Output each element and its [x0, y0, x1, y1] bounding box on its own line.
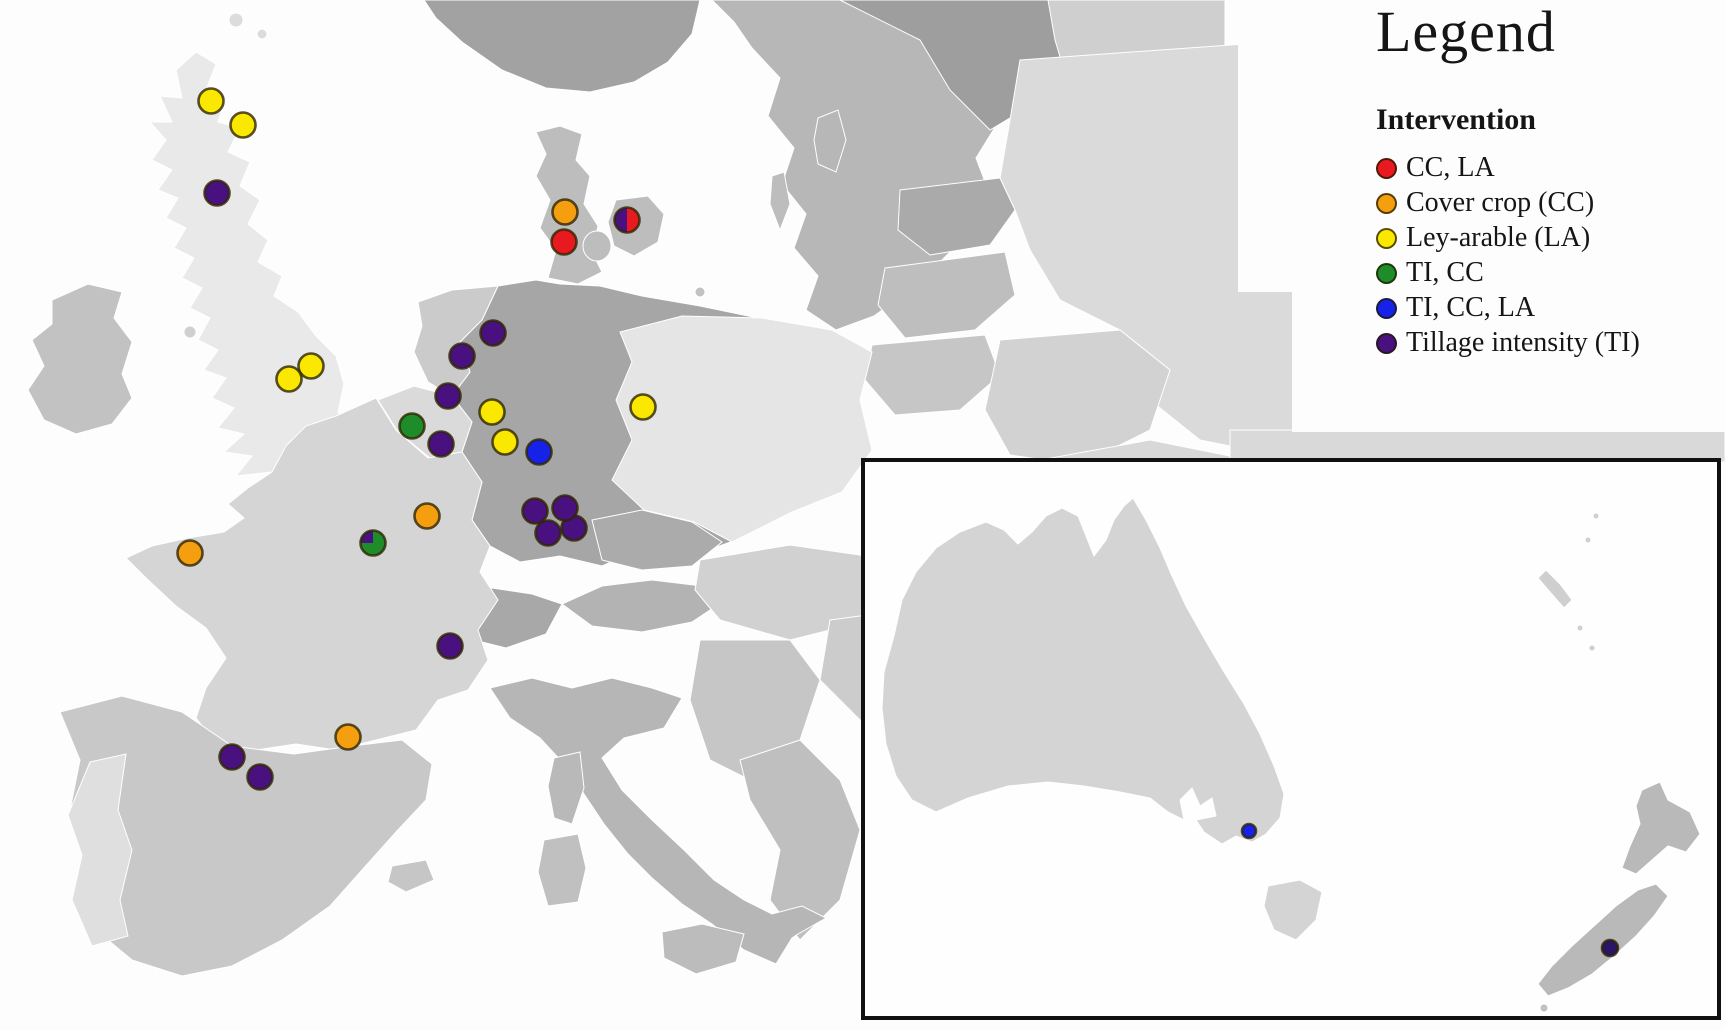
map-point-ti: [203, 179, 231, 207]
map-point-la: [197, 87, 225, 115]
legend-dot-icon: [1376, 297, 1397, 319]
legend-item: Tillage intensity (TI): [1376, 326, 1722, 361]
map-point-la: [229, 111, 257, 139]
legend-dot-icon: [1376, 262, 1397, 284]
legend: Legend Intervention CC, LA Cover crop (C…: [1376, 0, 1722, 361]
map-point-la: [629, 393, 657, 421]
legend-dot-icon: [1376, 332, 1397, 354]
region-pacific-island-1: [1576, 624, 1584, 632]
map-point-la: [297, 352, 325, 380]
map-point-ti_cc_la: [525, 438, 553, 466]
region-orkney: [228, 12, 244, 28]
legend-item: TI, CC: [1376, 256, 1722, 291]
legend-item-label: TI, CC: [1406, 257, 1484, 289]
region-ireland: [27, 283, 133, 435]
region-tasmania: [1263, 879, 1323, 941]
map-point-ti_cc_la: [1240, 822, 1258, 840]
map-point-cc: [334, 723, 362, 751]
legend-item-label: Ley-arable (LA): [1406, 222, 1591, 254]
legend-dot-icon: [1376, 157, 1397, 179]
region-isle-of-man: [183, 325, 197, 339]
legend-backdrop-left: [1238, 0, 1298, 292]
region-australia: [881, 497, 1285, 845]
legend-item-label: Tillage intensity (TI): [1406, 327, 1640, 359]
region-stewart-island: [1539, 1003, 1549, 1013]
map-point-ti: [436, 632, 464, 660]
region-sicily: [661, 923, 745, 975]
map-point-cc_la: [550, 228, 578, 256]
map-point-la: [491, 428, 519, 456]
region-corsica: [547, 751, 585, 825]
legend-item-label: CC, LA: [1406, 152, 1495, 184]
inset-points-layer: [1240, 822, 1620, 958]
legend-item: TI, CC, LA: [1376, 291, 1722, 326]
map-point-la: [275, 365, 303, 393]
map-point-ti: [218, 743, 246, 771]
region-portugal: [67, 753, 133, 947]
region-estonia: [897, 177, 1016, 256]
map-points-layer: [176, 87, 657, 791]
region-new-zealand-north: [1621, 781, 1701, 875]
region-sardinia: [537, 833, 587, 907]
region-pacific-island-2: [1588, 644, 1596, 652]
region-netherlands: [413, 285, 499, 397]
map-point-ti: [521, 497, 549, 525]
legend-dot-icon: [1376, 227, 1397, 249]
legend-subtitle: Intervention: [1376, 102, 1536, 136]
region-pacific-island-3: [1584, 536, 1592, 544]
map-point-cc: [413, 502, 441, 530]
region-gotland: [813, 109, 847, 173]
legend-items: CC, LA Cover crop (CC) Ley-arable (LA) T…: [1376, 151, 1722, 361]
map-point-ti_cc: [398, 412, 426, 440]
region-italy: [489, 677, 828, 965]
region-new-zealand-south: [1537, 883, 1669, 997]
map-point-cc: [176, 539, 204, 567]
map-point-ti: [448, 342, 476, 370]
region-new-caledonia: [1537, 569, 1573, 609]
map-point-cc_la_ti_split: [613, 206, 641, 234]
map-point-ti: [551, 494, 579, 522]
map-point-ti: [427, 430, 455, 458]
region-denmark-funen: [582, 230, 612, 262]
region-steppe-band: [1229, 429, 1725, 463]
region-czechia: [591, 509, 723, 571]
map-point-cc: [551, 198, 579, 226]
inset-australia-nz: [861, 458, 1721, 1020]
legend-backdrop: [1292, 0, 1725, 432]
legend-dot-icon: [1376, 192, 1397, 214]
region-latvia: [877, 251, 1016, 339]
map-point-ti: [434, 382, 462, 410]
map-point-la: [478, 398, 506, 426]
region-shetland: [256, 28, 268, 40]
region-mallorca: [387, 859, 435, 893]
map-point-ti_cc_pie: [359, 529, 387, 557]
region-oland: [769, 171, 791, 232]
legend-title: Legend: [1376, 0, 1556, 64]
legend-item-label: Cover crop (CC): [1406, 187, 1595, 219]
region-norway-south: [423, 0, 701, 93]
map-point-ti: [246, 763, 274, 791]
map-point-ti: [479, 319, 507, 347]
map-point-ti: [1600, 938, 1620, 958]
region-bornholm: [694, 286, 706, 298]
legend-item-label: TI, CC, LA: [1406, 292, 1536, 324]
legend-item: Cover crop (CC): [1376, 186, 1722, 221]
map-point-ti: [534, 519, 562, 547]
region-pacific-island-4: [1592, 512, 1600, 520]
legend-item: CC, LA: [1376, 151, 1722, 186]
region-poland: [611, 315, 873, 543]
legend-item: Ley-arable (LA): [1376, 221, 1722, 256]
